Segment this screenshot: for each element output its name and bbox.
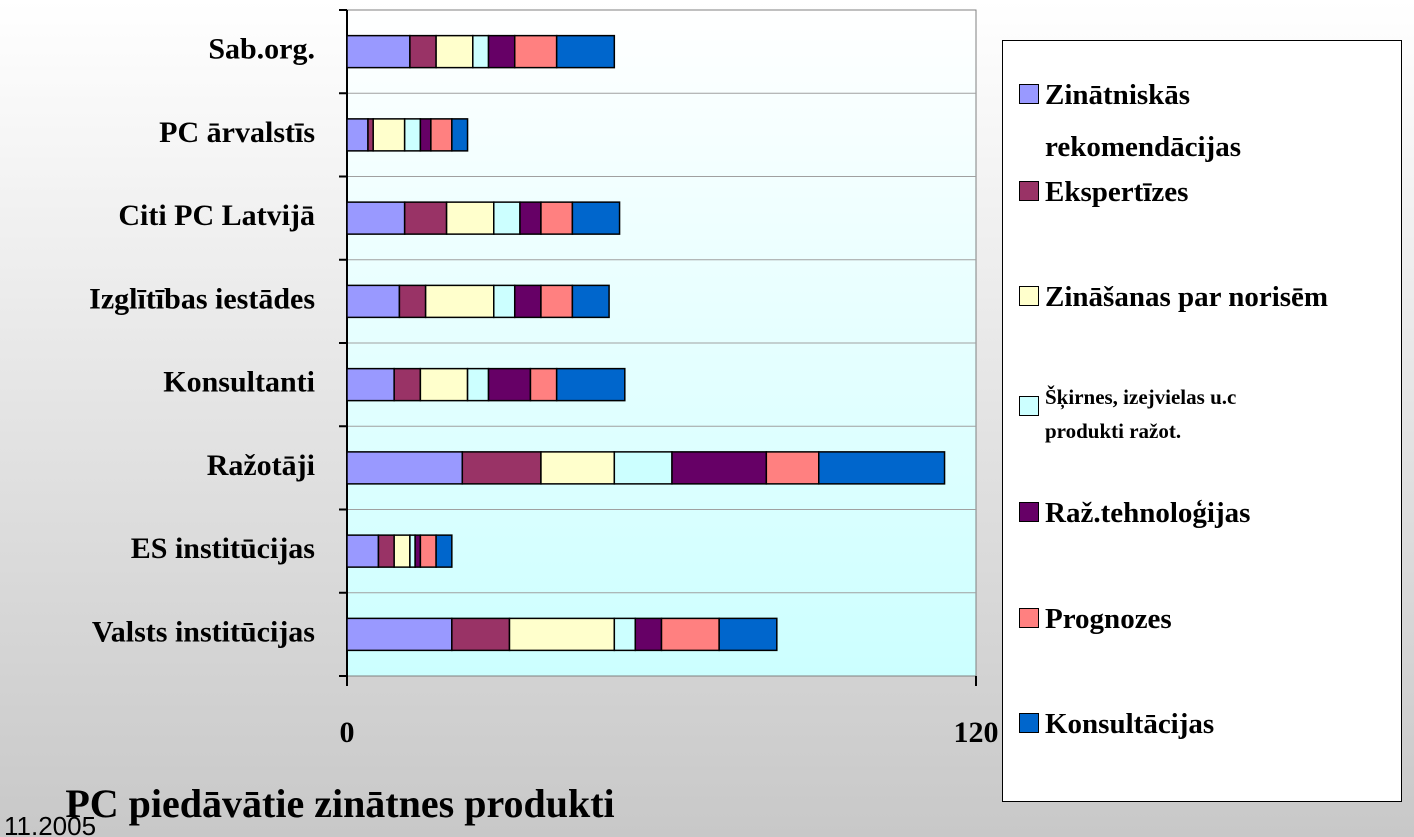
bar-segment bbox=[513, 284, 542, 319]
legend-swatch bbox=[1019, 181, 1039, 201]
x-tick-label: 0 bbox=[340, 716, 355, 749]
y-tick-label: Sab.org. bbox=[208, 33, 315, 66]
bar-segment bbox=[414, 534, 422, 568]
legend-entry: Konsultācijas bbox=[1019, 698, 1345, 750]
bar-segment bbox=[346, 367, 395, 402]
chart-title: PC piedāvātie zinātnes produkti bbox=[65, 781, 614, 826]
y-tick-label: PC ārvalstīs bbox=[159, 116, 315, 149]
bar-segment bbox=[466, 367, 490, 402]
legend-swatch bbox=[1019, 396, 1039, 416]
bar-segment bbox=[765, 451, 820, 485]
legend-label: Šķirnes, izejvielas u.c produkti ražot. bbox=[1045, 385, 1237, 443]
legend-swatch bbox=[1019, 502, 1039, 522]
bar-segment bbox=[393, 534, 411, 568]
bar-segment bbox=[571, 284, 610, 319]
bar-segment bbox=[613, 617, 637, 652]
bar-segment bbox=[445, 201, 495, 235]
bar-segment bbox=[634, 617, 663, 652]
bar-segment bbox=[377, 534, 395, 568]
bar-segment bbox=[513, 34, 558, 69]
bar-segment bbox=[540, 284, 574, 319]
bar-segment bbox=[419, 118, 432, 152]
bar-segment bbox=[424, 284, 495, 319]
bar-segment bbox=[346, 617, 453, 652]
bar-segment bbox=[435, 534, 453, 568]
y-tick-label: ES institūcijas bbox=[131, 532, 315, 565]
bar-segment bbox=[718, 617, 778, 652]
bar-segment bbox=[472, 34, 490, 69]
bar-segment bbox=[671, 451, 768, 485]
bar-segment bbox=[367, 118, 374, 152]
legend-entry: Zināšanas par norisēm bbox=[1019, 271, 1345, 323]
footer: 11.2005 bbox=[4, 811, 96, 837]
y-tick-label: Citi PC Latvijā bbox=[118, 199, 315, 232]
legend-label: Zināšanas par norisēm bbox=[1045, 281, 1329, 313]
bar-segment bbox=[818, 451, 946, 485]
y-tick-label: Ražotāji bbox=[207, 449, 315, 482]
legend-entry: Zinātniskās rekomendācijas bbox=[1019, 69, 1345, 173]
bar-segment bbox=[487, 367, 532, 402]
bar-segment bbox=[555, 34, 616, 69]
bar-segment bbox=[346, 534, 380, 568]
bar-segment bbox=[409, 534, 416, 568]
legend-label: Raž.tehnoloģijas bbox=[1045, 497, 1251, 529]
bar-segment bbox=[409, 34, 437, 69]
bar-segment bbox=[451, 617, 511, 652]
legend-label: Prognozes bbox=[1045, 603, 1172, 635]
bar-segment bbox=[430, 118, 453, 152]
bar-segment bbox=[393, 367, 422, 402]
bar-segment bbox=[403, 118, 422, 152]
bar-segment bbox=[461, 451, 542, 485]
bar-segment bbox=[519, 201, 542, 235]
bar-segment bbox=[508, 617, 616, 652]
legend-swatch bbox=[1019, 608, 1039, 628]
bar-segment bbox=[613, 451, 673, 485]
bar-segment bbox=[555, 367, 626, 402]
bar-segment bbox=[346, 201, 406, 235]
chart: PC piedāvātie zinātnes produkti 11.2005 … bbox=[4, 9, 999, 837]
legend-label: Zinātniskās rekomendācijas bbox=[1045, 79, 1242, 163]
bar-segment bbox=[403, 201, 448, 235]
legend-entry: Prognozes bbox=[1019, 593, 1345, 645]
legend-swatch bbox=[1019, 84, 1039, 104]
bar-segment bbox=[419, 534, 437, 568]
y-tick-label: Konsultanti bbox=[163, 366, 315, 399]
bar-segment bbox=[540, 201, 574, 235]
bar-segment bbox=[398, 284, 427, 319]
legend-swatch bbox=[1019, 713, 1039, 733]
bar-segment bbox=[571, 201, 621, 235]
bar-segment bbox=[346, 284, 401, 319]
bar-segment bbox=[529, 367, 558, 402]
bar-segment bbox=[493, 284, 516, 319]
legend-swatch bbox=[1019, 286, 1039, 306]
bar-segment bbox=[660, 617, 720, 652]
x-tick-label: 120 bbox=[954, 716, 999, 749]
bar-segment bbox=[346, 34, 411, 69]
bar-segment bbox=[372, 118, 406, 152]
bar-segment bbox=[435, 34, 474, 69]
legend-entry: Ekspertīzes bbox=[1019, 166, 1345, 218]
y-tick-label: Valsts institūcijas bbox=[92, 615, 315, 648]
legend-entry: Raž.tehnoloģijas bbox=[1019, 487, 1345, 539]
bar-segment bbox=[451, 118, 469, 152]
bar-segment bbox=[419, 367, 469, 402]
bar-segment bbox=[346, 118, 369, 152]
y-tick-label: Izglītības iestādes bbox=[89, 282, 315, 315]
legend-label: Ekspertīzes bbox=[1045, 176, 1189, 208]
bar-segment bbox=[487, 34, 516, 69]
bar-segment bbox=[346, 451, 464, 485]
bar-segment bbox=[493, 201, 521, 235]
legend: Zinātniskās rekomendācijas Ekspertīzes Zin… bbox=[1002, 40, 1402, 802]
legend-label: Konsultācijas bbox=[1045, 708, 1215, 740]
legend-entry: Šķirnes, izejvielas u.c produkti ražot. bbox=[1019, 376, 1275, 448]
bar-segment bbox=[540, 451, 616, 485]
